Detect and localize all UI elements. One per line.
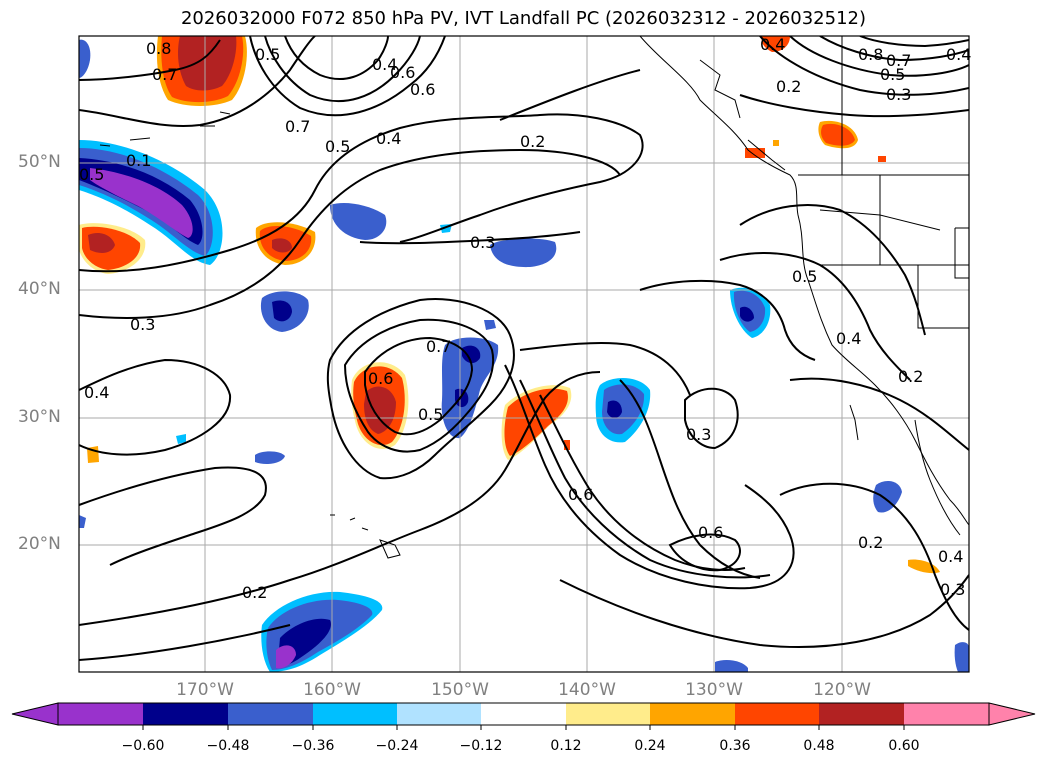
contour-label: 0.6 xyxy=(568,485,593,504)
contour-label: 0.2 xyxy=(858,533,883,552)
contour-label: 0.4 xyxy=(836,329,861,348)
map-area xyxy=(79,36,969,672)
lat-label-30n: 30°N xyxy=(18,407,61,427)
contour-label: 0.5 xyxy=(880,65,905,84)
lon-label-160w: 160°W xyxy=(303,680,361,700)
lat-label-40n: 40°N xyxy=(18,279,61,299)
contour-label: 0.3 xyxy=(686,425,711,444)
lat-label-20n: 20°N xyxy=(18,534,61,554)
positive-pv-shading xyxy=(79,36,940,574)
contour-label: 0.2 xyxy=(776,77,801,96)
contour-label: 0.4 xyxy=(946,45,971,64)
contour-label: 0.6 xyxy=(368,369,393,388)
contour-label: 0.3 xyxy=(130,315,155,334)
contour-label: 0.3 xyxy=(470,233,495,252)
colorbar-tick: −0.24 xyxy=(375,738,419,754)
contour-labels: 0.8 0.7 0.5 0.7 0.5 0.4 0.6 0.4 0.2 0.8 … xyxy=(79,35,971,602)
coastlines xyxy=(99,36,969,559)
lon-label-170w: 170°W xyxy=(176,680,234,700)
contour-label: 0.7 xyxy=(152,65,177,84)
contour-label: 0.8 xyxy=(858,45,883,64)
contour-label: 0.4 xyxy=(760,35,785,54)
colorbar-tick: 0.36 xyxy=(719,738,751,754)
contour-label: 0.4 xyxy=(372,55,397,74)
contour-label: 0.3 xyxy=(940,580,965,599)
contour-label: 0.6 xyxy=(410,80,435,99)
contour-label: 0.5 xyxy=(255,45,280,64)
contour-label: 0.2 xyxy=(520,132,545,151)
contour-label: 0.5 xyxy=(325,137,350,156)
contour-label: 0.6 xyxy=(698,523,723,542)
contour-label: 0.7 xyxy=(426,337,451,356)
colorbar-tick: 0.60 xyxy=(888,738,920,754)
negative-pv-shading xyxy=(79,39,969,672)
colorbar-tick: 0.12 xyxy=(550,738,582,754)
contour-label: 0.7 xyxy=(285,117,310,136)
colorbar-tick: −0.48 xyxy=(206,738,250,754)
contour-label: 0.8 xyxy=(146,39,171,58)
lon-label-140w: 140°W xyxy=(558,680,616,700)
contour-label: 0.4 xyxy=(938,547,963,566)
contour-label: 0.4 xyxy=(376,129,401,148)
lon-label-130w: 130°W xyxy=(685,680,743,700)
contour-label: 0.5 xyxy=(418,405,443,424)
contours xyxy=(79,36,969,661)
map-frame xyxy=(78,35,970,673)
contour-label: 0.4 xyxy=(84,383,109,402)
contour-label: 0.5 xyxy=(79,165,104,184)
colorbar-tick: −0.36 xyxy=(291,738,335,754)
contour-label: 0.6 xyxy=(390,63,415,82)
colorbar-tick: 0.24 xyxy=(634,738,666,754)
contour-label: 0.2 xyxy=(898,367,923,386)
lon-label-150w: 150°W xyxy=(431,680,489,700)
lat-label-50n: 50°N xyxy=(18,152,61,172)
colorbar xyxy=(11,702,1036,730)
contour-label: 0.5 xyxy=(792,267,817,286)
map-title: 2026032000 F072 850 hPa PV, IVT Landfall… xyxy=(180,8,867,29)
colorbar-tick: 0.48 xyxy=(803,738,835,754)
contour-label: 0.7 xyxy=(886,51,911,70)
contour-label: 0.2 xyxy=(242,583,267,602)
contour-label: 0.1 xyxy=(126,151,151,170)
contour-label: 0.3 xyxy=(886,85,911,104)
graticule xyxy=(79,36,969,672)
lon-label-120w: 120°W xyxy=(813,680,871,700)
colorbar-tick: −0.60 xyxy=(121,738,165,754)
colorbar-tick: −0.12 xyxy=(459,738,503,754)
